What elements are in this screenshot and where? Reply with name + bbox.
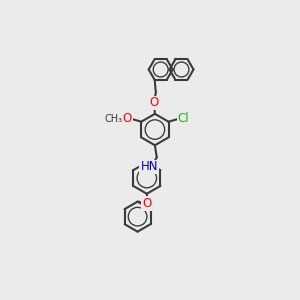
Text: O: O (149, 97, 159, 110)
Text: O: O (142, 197, 152, 210)
Text: O: O (123, 112, 132, 125)
Text: CH₃: CH₃ (104, 114, 122, 124)
Text: Cl: Cl (178, 112, 189, 125)
Text: HN: HN (140, 160, 158, 173)
